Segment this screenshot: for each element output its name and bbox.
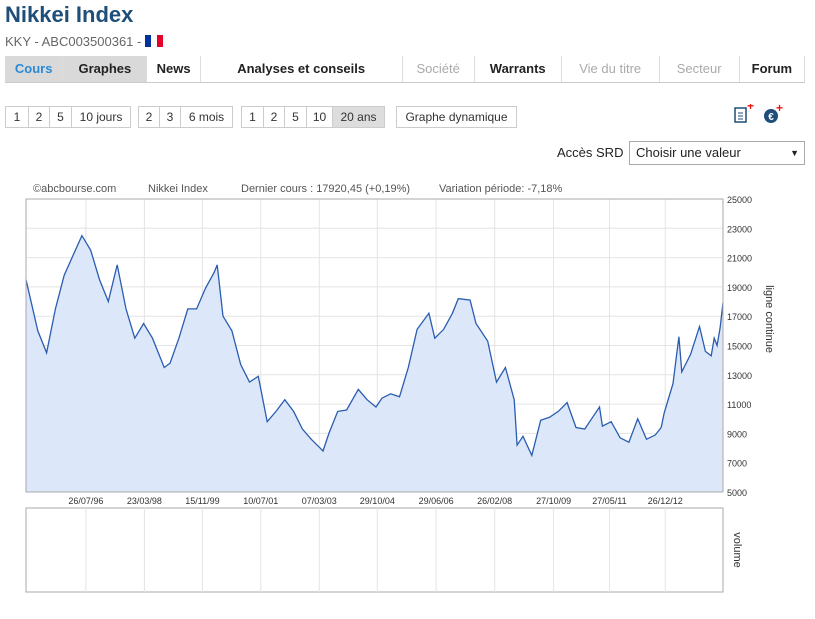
x-tick-label: 29/10/04: [360, 496, 395, 506]
chart-info: Dernier cours : 17920,45 (+0,19%): [241, 183, 410, 195]
svg-text:+: +: [747, 104, 754, 113]
tab[interactable]: Société: [402, 56, 475, 82]
period-button[interactable]: 10: [306, 106, 333, 128]
y-tick-label: 9000: [727, 429, 747, 439]
y-tick-label: 23000: [727, 224, 752, 234]
y-tick-label: 7000: [727, 459, 747, 469]
tab[interactable]: Secteur: [659, 56, 740, 82]
x-tick-label: 27/10/09: [536, 496, 571, 506]
y-tick-label: 15000: [727, 342, 752, 352]
subtitle-text: KKY - ABC003500361 -: [5, 34, 142, 49]
period-button[interactable]: 2: [263, 106, 285, 128]
tab[interactable]: Analyses et conseils: [200, 56, 403, 82]
chart-info: Variation période: -7,18%: [439, 183, 563, 195]
title: Nikkei Index: [5, 2, 134, 27]
svg-text:+: +: [776, 104, 783, 115]
y-tick-label: 19000: [727, 283, 752, 293]
x-tick-label: 10/07/01: [243, 496, 278, 506]
period-button[interactable]: 3: [159, 106, 181, 128]
period-button[interactable]: 2: [28, 106, 50, 128]
chart-info: ©abcbourse.com: [33, 183, 116, 195]
subtitle: KKY - ABC003500361 -: [5, 34, 163, 49]
tab[interactable]: Vie du titre: [561, 56, 660, 82]
period-button[interactable]: Graphe dynamique: [396, 106, 517, 128]
volume-label: volume: [731, 532, 743, 567]
select-text: Choisir une valeur: [636, 145, 741, 160]
x-tick-label: 29/06/06: [419, 496, 454, 506]
tool-icons: + € +: [734, 104, 783, 123]
x-tick-label: 26/02/08: [477, 496, 512, 506]
srd-label: Accès SRD: [557, 145, 624, 160]
x-tick-label: 07/03/03: [302, 496, 337, 506]
period-button[interactable]: 10 jours: [71, 106, 131, 128]
tab[interactable]: Forum: [739, 56, 805, 82]
price-area: [26, 235, 723, 492]
chart-info: Nikkei Index: [148, 183, 208, 195]
tab-bar: Cours Graphes News Analyses et conseils Soci…: [5, 56, 805, 83]
price-line: [25, 234, 724, 458]
plot-border: [25, 198, 724, 493]
y-tick-label: 17000: [727, 312, 752, 322]
y-axis-label: ligne continue: [763, 285, 775, 353]
chart: ©abcbourse.com Nikkei Index Dernier cours …: [25, 183, 775, 593]
tab[interactable]: Cours: [5, 56, 64, 82]
period-button[interactable]: 5: [49, 106, 72, 128]
x-tick-label: 15/11/99: [185, 496, 219, 506]
period-button[interactable]: 5: [284, 106, 307, 128]
period-button[interactable]: 1: [241, 106, 264, 128]
tab[interactable]: Warrants: [474, 56, 562, 82]
period-button[interactable]: 6 mois: [180, 106, 233, 128]
x-tick-label: 26/12/12: [648, 496, 683, 506]
tab[interactable]: Graphes: [63, 56, 148, 82]
y-tick-label: 13000: [727, 371, 752, 381]
x-tick-label: 23/03/98: [127, 496, 162, 506]
y-tick-label: 21000: [727, 254, 752, 264]
volume-frame: [25, 507, 724, 593]
period-button[interactable]: 1: [5, 106, 29, 128]
euro-icon[interactable]: [764, 109, 778, 123]
x-tick-label: 27/05/11: [592, 496, 626, 506]
tab[interactable]: News: [147, 56, 201, 82]
srd-select[interactable]: Choisir une valeur ▼: [629, 141, 805, 165]
flag: [144, 35, 163, 47]
y-tick-label: 5000: [727, 488, 747, 498]
period-button[interactable]: 20 ans: [332, 106, 385, 128]
x-tick-label: 26/07/96: [68, 496, 103, 506]
list-icon[interactable]: [734, 107, 747, 123]
y-tick-label: 25000: [727, 195, 752, 205]
period-button[interactable]: 2: [138, 106, 160, 128]
y-tick-label: 11000: [727, 400, 751, 410]
svg-text:€: €: [768, 112, 774, 123]
